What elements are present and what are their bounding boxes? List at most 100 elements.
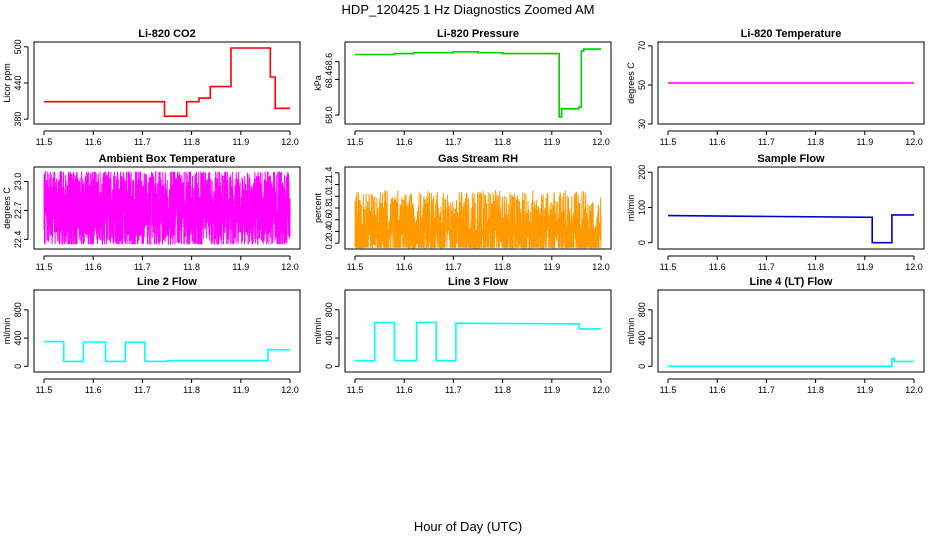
panel-title: Line 3 Flow <box>448 276 508 288</box>
panel-title: Line 4 (LT) Flow <box>750 276 833 288</box>
x-tick-label: 12.0 <box>592 137 610 147</box>
x-tick-label: 11.9 <box>543 262 560 272</box>
figure-xlabel: Hour of Day (UTC) <box>414 519 522 534</box>
x-tick-label: 11.9 <box>543 385 560 395</box>
x-tick-label: 12.0 <box>281 385 299 395</box>
x-tick-label: 11.8 <box>807 137 824 147</box>
panel-8: Line 3 Flow ml/min 11.5 11.6 11.7 11.8 11.9 12.… <box>313 276 612 395</box>
y-axis-label: Licor ppm <box>2 63 12 103</box>
y-axis-label: degrees C <box>626 62 636 104</box>
y-tick-label: 800 <box>324 302 334 317</box>
x-tick-label: 12.0 <box>905 262 923 272</box>
y-axis-label: ml/min <box>626 195 636 222</box>
y-tick-label: 400 <box>13 331 23 346</box>
x-tick-label: 11.6 <box>709 385 726 395</box>
series-line <box>44 47 290 117</box>
panel-title: Li-820 Pressure <box>437 28 519 40</box>
x-tick-label: 11.7 <box>134 137 151 147</box>
panel-5: Gas Stream RH percent 11.5 11.6 11.7 11.8 11.9… <box>313 153 612 272</box>
series-line <box>44 340 291 363</box>
plot-frame <box>657 289 925 373</box>
panel-6: Sample Flow ml/min 11.5 11.6 11.7 11.8 11.9 12.… <box>626 153 925 272</box>
x-tick-label: 11.8 <box>494 137 511 147</box>
panel-title: Li-820 CO2 <box>138 28 195 40</box>
x-tick-label: 12.0 <box>905 137 923 147</box>
y-axis-label: ml/min <box>313 318 323 345</box>
y-tick-label: 440 <box>13 75 23 90</box>
plot-frame <box>657 41 925 125</box>
y-tick-label: 800 <box>637 302 647 317</box>
panel-4: Ambient Box Temperature degrees C 11.5 11.6… <box>2 153 301 272</box>
x-tick-label: 11.6 <box>85 385 102 395</box>
x-tick-label: 12.0 <box>281 137 299 147</box>
y-tick-label: 380 <box>13 112 23 127</box>
plot-frame <box>33 289 301 373</box>
y-tick-label: 1.2 <box>324 178 334 191</box>
y-tick-label: 0 <box>13 364 23 369</box>
x-tick-label: 11.7 <box>758 385 775 395</box>
y-tick-label: 22.7 <box>13 202 23 220</box>
y-tick-label: 0 <box>637 240 647 245</box>
x-tick-label: 11.9 <box>232 137 249 147</box>
x-tick-label: 11.8 <box>494 262 511 272</box>
x-tick-label: 11.9 <box>856 137 873 147</box>
x-tick-label: 11.8 <box>494 385 511 395</box>
x-tick-label: 11.5 <box>660 137 677 147</box>
y-tick-label: 500 <box>13 39 23 54</box>
x-tick-label: 11.9 <box>856 385 873 395</box>
x-tick-label: 11.5 <box>36 262 53 272</box>
y-tick-label: 1.0 <box>324 190 334 203</box>
y-axis-label: kPa <box>313 75 323 91</box>
series-line <box>43 171 291 245</box>
y-tick-label: 400 <box>324 331 334 346</box>
x-tick-label: 12.0 <box>281 262 299 272</box>
y-tick-label: 800 <box>13 302 23 317</box>
x-tick-label: 11.8 <box>183 385 200 395</box>
x-tick-label: 11.8 <box>807 385 824 395</box>
y-tick-label: 22.4 <box>13 231 23 249</box>
panel-title: Li-820 Temperature <box>741 28 842 40</box>
x-tick-label: 11.9 <box>232 262 249 272</box>
x-tick-label: 11.5 <box>660 385 677 395</box>
x-tick-label: 11.7 <box>445 385 462 395</box>
x-tick-label: 12.0 <box>592 385 610 395</box>
x-tick-label: 11.9 <box>232 385 249 395</box>
panel-7: Line 2 Flow ml/min 11.5 11.6 11.7 11.8 11.9 12.… <box>2 276 301 395</box>
x-tick-label: 11.6 <box>709 137 726 147</box>
y-tick-label: 23.0 <box>13 173 23 191</box>
series-line <box>668 357 914 368</box>
y-tick-label: 0 <box>637 364 647 369</box>
panel-grid: Li-820 CO2 Licor ppm 11.5 11.6 11.7 11.8 11.9 1… <box>2 28 925 395</box>
x-tick-label: 11.8 <box>183 137 200 147</box>
x-tick-label: 12.0 <box>592 262 610 272</box>
x-tick-label: 11.5 <box>660 262 677 272</box>
x-tick-label: 11.5 <box>347 262 364 272</box>
figure-title: HDP_120425 1 Hz Diagnostics Zoomed AM <box>342 2 595 17</box>
series-line <box>667 214 914 244</box>
x-tick-label: 12.0 <box>905 385 923 395</box>
x-tick-label: 11.6 <box>85 262 102 272</box>
plot-frame <box>657 166 925 250</box>
plot-frame <box>344 289 612 373</box>
x-tick-label: 11.9 <box>543 137 560 147</box>
y-tick-label: 0.2 <box>324 237 334 250</box>
y-tick-label: 30 <box>637 119 647 129</box>
series-line <box>354 190 602 249</box>
x-tick-label: 11.5 <box>347 137 364 147</box>
plot-frame <box>33 41 301 125</box>
y-tick-label: 100 <box>637 200 647 215</box>
x-tick-label: 11.7 <box>758 137 775 147</box>
x-tick-label: 11.8 <box>183 262 200 272</box>
panel-title: Sample Flow <box>757 153 825 165</box>
y-axis-label: ml/min <box>2 318 12 345</box>
y-tick-label: 200 <box>637 165 647 180</box>
y-tick-label: 68.4 <box>324 71 334 89</box>
y-axis-label: percent <box>313 192 323 223</box>
panel-title: Line 2 Flow <box>137 276 197 288</box>
x-tick-label: 11.6 <box>396 137 413 147</box>
x-tick-label: 11.6 <box>85 137 102 147</box>
panel-title: Ambient Box Temperature <box>99 153 236 165</box>
x-tick-label: 11.7 <box>445 137 462 147</box>
y-tick-label: 68.6 <box>324 53 334 71</box>
